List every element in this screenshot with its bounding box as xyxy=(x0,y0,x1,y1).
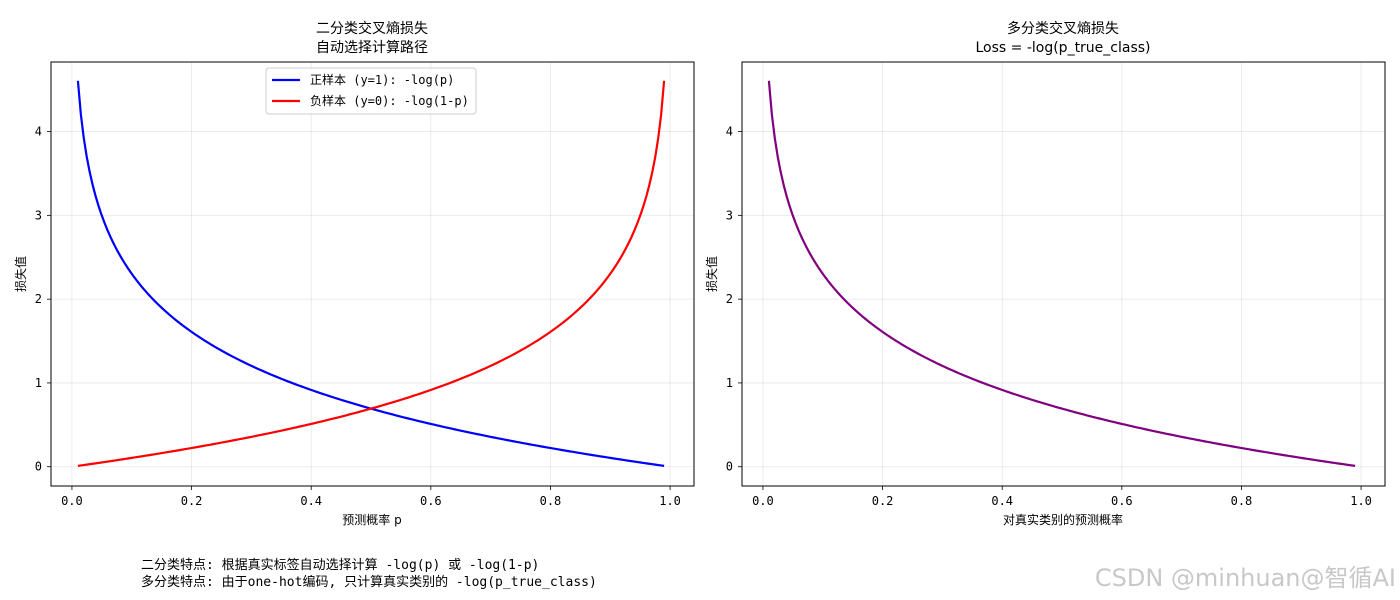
y-tick-label: 3 xyxy=(35,208,42,222)
x-tick-label: 1.0 xyxy=(659,494,681,508)
binary-chart-subtitle: 自动选择计算路径 xyxy=(316,40,428,56)
legend-label-negative: 负样本 (y=0): -log(1-p) xyxy=(310,93,469,108)
y-tick-label: 2 xyxy=(35,292,42,306)
y-tick-label: 2 xyxy=(726,292,733,306)
y-tick-label: 1 xyxy=(726,376,733,390)
y-tick-label: 4 xyxy=(726,125,733,139)
binary-axes-frame xyxy=(50,61,695,487)
watermark: CSDN @minhuan@智循AI xyxy=(1094,564,1396,592)
y-tick-label: 0 xyxy=(726,460,733,474)
multiclass-grid xyxy=(742,62,1385,486)
binary-chart-title: 二分类交叉熵损失 xyxy=(316,20,428,37)
y-tick-label: 0 xyxy=(35,460,42,474)
series-line-0 xyxy=(767,80,1356,467)
legend-label-positive: 正样本 (y=1): -log(p) xyxy=(310,72,454,87)
legend-box xyxy=(265,67,477,115)
multiclass-chart-subtitle: Loss = -log(p_true_class) xyxy=(975,40,1150,56)
multiclass-series xyxy=(767,80,1356,467)
binary-x-axis-label: 预测概率 p xyxy=(342,512,401,527)
x-tick-label: 0.2 xyxy=(872,494,894,508)
binary-grid xyxy=(51,62,694,486)
x-tick-label: 0.8 xyxy=(1231,494,1253,508)
x-tick-label: 0.0 xyxy=(752,494,774,508)
binary-ce-panel: 二分类交叉熵损失 自动选择计算路径 0.0 0.2 0.4 0.6 0.8 1.0 0 1 2 3… xyxy=(13,20,695,527)
binary-y-axis-label: 损失值 xyxy=(13,256,28,292)
binary-series xyxy=(76,80,666,467)
multiclass-y-axis-label: 损失值 xyxy=(704,256,719,292)
multiclass-axes-frame xyxy=(741,61,1386,487)
y-tick-label: 3 xyxy=(726,208,733,222)
x-tick-label: 0.4 xyxy=(300,494,322,508)
multiclass-x-axis-label: 对真实类别的预测概率 xyxy=(1003,512,1123,527)
x-tick-label: 0.2 xyxy=(181,494,203,508)
series-line-1 xyxy=(77,80,666,467)
y-tick-label: 1 xyxy=(35,376,42,390)
x-tick-label: 0.0 xyxy=(61,494,83,508)
x-tick-label: 0.6 xyxy=(420,494,442,508)
x-tick-label: 0.8 xyxy=(540,494,562,508)
binary-ticks: 0.0 0.2 0.4 0.6 0.8 1.0 0 1 2 3 4 xyxy=(35,125,681,508)
y-tick-label: 4 xyxy=(35,125,42,139)
multiclass-note: 多分类特点: 由于one-hot编码, 只计算真实类别的 -log(p_true… xyxy=(141,575,597,590)
multiclass-ce-panel: 多分类交叉熵损失 Loss = -log(p_true_class) 0.0 0.… xyxy=(704,20,1386,527)
x-tick-label: 0.6 xyxy=(1111,494,1133,508)
x-tick-label: 0.4 xyxy=(991,494,1013,508)
multiclass-chart-title: 多分类交叉熵损失 xyxy=(1007,20,1119,37)
binary-note: 二分类特点: 根据真实标签自动选择计算 -log(p) 或 -log(1-p) xyxy=(141,558,540,573)
x-tick-label: 1.0 xyxy=(1350,494,1372,508)
multiclass-ticks: 0.0 0.2 0.4 0.6 0.8 1.0 0 1 2 3 4 xyxy=(726,125,1372,508)
binary-legend: 正样本 (y=1): -log(p) 负样本 (y=0): -log(1-p) xyxy=(265,67,477,115)
